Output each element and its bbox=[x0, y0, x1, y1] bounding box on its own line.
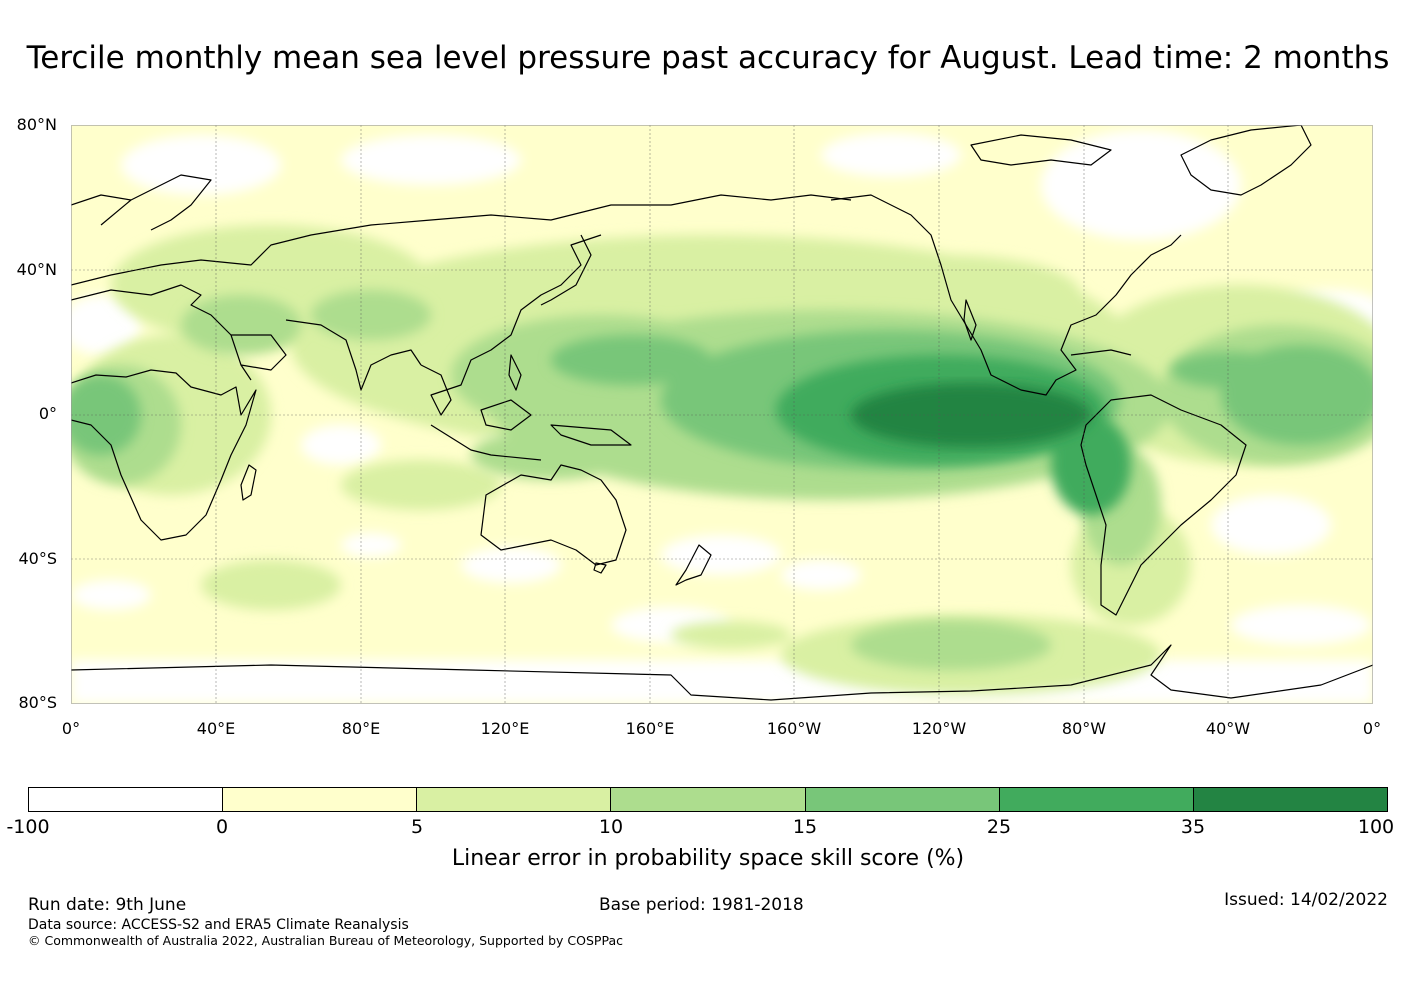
lat-label-equator: 0° bbox=[38, 404, 57, 423]
lon-label-80e: 80°E bbox=[341, 719, 381, 738]
colorbar-segment-0-5 bbox=[223, 788, 418, 811]
lon-label-120e: 120°E bbox=[480, 719, 530, 738]
data-source: Data source: ACCESS-S2 and ERA5 Climate … bbox=[28, 917, 409, 933]
colorbar-tick: 100 bbox=[1357, 816, 1395, 838]
colorbar-tick: 10 bbox=[598, 816, 624, 838]
colorbar-tick: 5 bbox=[410, 816, 424, 838]
lon-label-120w: 120°W bbox=[911, 719, 967, 738]
graticule bbox=[71, 125, 1373, 704]
lon-label-0-left: 0° bbox=[61, 719, 81, 738]
lat-label-80s: 80°S bbox=[18, 693, 57, 712]
lon-label-160e: 160°E bbox=[625, 719, 675, 738]
lat-label-40n: 40°N bbox=[16, 260, 57, 279]
colorbar-segment-neg100-0 bbox=[29, 788, 224, 811]
lon-label-80w: 80°W bbox=[1061, 719, 1107, 738]
map-title: Tercile monthly mean sea level pressure … bbox=[26, 40, 1390, 76]
issued-date: Issued: 14/02/2022 bbox=[1224, 890, 1388, 910]
colorbar-tick: 0 bbox=[215, 816, 229, 838]
colorbar-label: Linear error in probability space skill … bbox=[451, 846, 965, 871]
map-frame bbox=[71, 125, 1373, 704]
skill-score-map bbox=[71, 125, 1373, 704]
colorbar-tick: 35 bbox=[1180, 816, 1206, 838]
lon-label-160w: 160°W bbox=[766, 719, 822, 738]
lat-label-40s: 40°S bbox=[18, 549, 57, 568]
colorbar-tick: 15 bbox=[792, 816, 818, 838]
colorbar-segment-35-100 bbox=[1193, 788, 1387, 811]
base-period: Base period: 1981-2018 bbox=[599, 895, 804, 915]
colorbar-tick: -100 bbox=[6, 816, 50, 838]
lat-label-80n: 80°N bbox=[16, 115, 57, 134]
copyright: © Commonwealth of Australia 2022, Austra… bbox=[28, 933, 623, 948]
colorbar-segment-5-10 bbox=[417, 788, 612, 811]
lon-label-40w: 40°W bbox=[1205, 719, 1251, 738]
colorbar-segment-25-35 bbox=[999, 788, 1194, 811]
colorbar bbox=[28, 787, 1388, 812]
map-svg bbox=[71, 125, 1373, 704]
lon-label-40e: 40°E bbox=[196, 719, 236, 738]
lon-label-0-right: 0° bbox=[1362, 719, 1382, 738]
colorbar-segment-15-25 bbox=[805, 788, 1000, 811]
colorbar-tick: 25 bbox=[986, 816, 1012, 838]
colorbar-segment-10-15 bbox=[611, 788, 806, 811]
run-date: Run date: 9th June bbox=[28, 895, 187, 915]
